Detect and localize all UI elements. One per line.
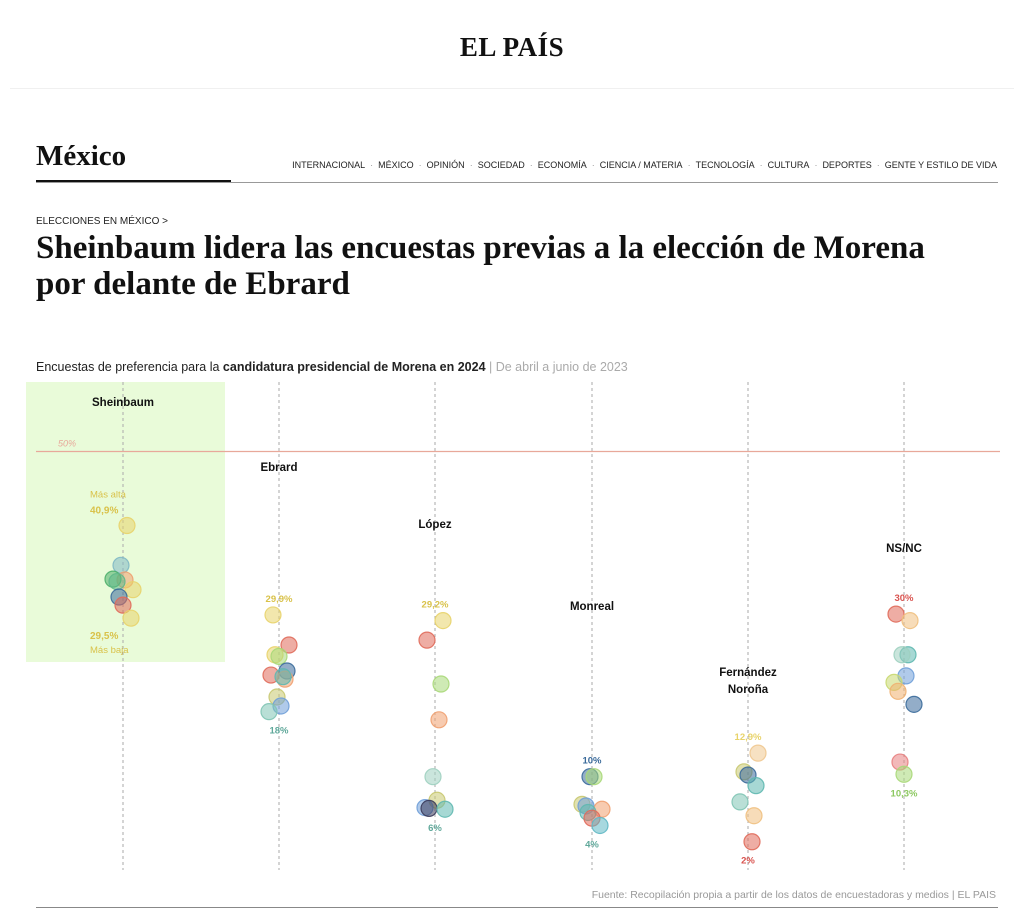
- poll-point: [585, 768, 603, 786]
- max-label: 30%: [894, 593, 914, 604]
- divider: [36, 182, 998, 183]
- poll-point: [114, 596, 132, 614]
- divider: [36, 907, 998, 908]
- section-underline: [36, 180, 231, 183]
- candidate-name: Ebrard: [260, 462, 297, 474]
- min-label: 2%: [741, 856, 755, 867]
- chart-title-prefix: Encuestas de preferencia para la: [36, 360, 223, 374]
- section-title[interactable]: México: [36, 140, 127, 172]
- poll-point: [901, 612, 919, 630]
- poll-point: [260, 703, 278, 721]
- poll-point: [274, 668, 292, 686]
- poll-chart: 50% Sheinbaum Más alta 40,9% 29,5% Más baja Eb…: [26, 382, 1000, 870]
- poll-point: [280, 636, 298, 654]
- nav-item[interactable]: MÉXICO: [378, 160, 414, 170]
- poll-point: [905, 695, 923, 713]
- nav-separator: ·: [591, 160, 595, 170]
- poll-point: [118, 516, 136, 535]
- nav-separator: ·: [469, 160, 473, 170]
- poll-point: [887, 605, 905, 623]
- max-label: 12,9%: [735, 732, 762, 743]
- poll-point: [747, 777, 765, 795]
- chart-title-bold: candidatura presidencial de Morena en 20…: [222, 360, 486, 374]
- nav-item[interactable]: CULTURA: [767, 160, 810, 170]
- min-label: 4%: [585, 839, 599, 850]
- candidate-name: NS/NC: [886, 543, 922, 555]
- poll-point: [108, 572, 126, 591]
- max-note: Más alta: [90, 489, 127, 500]
- poll-point: [743, 833, 761, 851]
- reference-label: 50%: [58, 439, 76, 449]
- divider: [10, 88, 1014, 89]
- candidate-name: López: [418, 519, 451, 531]
- poll-point: [749, 744, 767, 762]
- poll-point: [432, 675, 450, 693]
- nav-separator: ·: [370, 160, 374, 170]
- min-note: Más baja: [90, 645, 129, 656]
- nav-item[interactable]: SOCIEDAD: [477, 160, 525, 170]
- nav-item[interactable]: ECONOMÍA: [537, 160, 587, 170]
- max-label: 29,2%: [422, 600, 449, 611]
- poll-point: [434, 612, 452, 630]
- poll-point: [436, 800, 454, 818]
- nav-item[interactable]: INTERNACIONAL: [292, 160, 366, 170]
- el-pais-logo[interactable]: EL PAÍS: [459, 32, 565, 62]
- headline: Sheinbaum lidera las encuestas previas a…: [36, 230, 925, 302]
- poll-point: [745, 807, 763, 825]
- nav-separator: ·: [759, 160, 763, 170]
- poll-point: [893, 646, 911, 664]
- nav-separator: ·: [814, 160, 818, 170]
- nav-item[interactable]: OPINIÓN: [426, 160, 465, 170]
- candidate-name: Noroña: [728, 684, 769, 696]
- min-label: 29,5%: [90, 631, 118, 642]
- poll-point: [430, 711, 448, 729]
- poll-point: [122, 609, 140, 627]
- candidate-name: Sheinbaum: [92, 397, 154, 409]
- chart-date-range: | De abril a junio de 2023: [485, 360, 628, 374]
- poll-point: [731, 793, 749, 811]
- section-nav: INTERNACIONAL · MÉXICO · OPINIÓN · SOCIEDAD · EC…: [292, 160, 997, 170]
- max-label: 10%: [582, 756, 602, 767]
- chart-title: Encuestas de preferencia para la candida…: [36, 360, 628, 374]
- poll-point: [264, 606, 282, 624]
- nav-item[interactable]: GENTE Y ESTILO DE VIDA: [884, 160, 997, 170]
- max-label: 29,9%: [266, 594, 293, 605]
- min-label: 18%: [269, 726, 289, 737]
- source-note: Fuente: Recopilación propia a partir de …: [591, 889, 996, 901]
- nav-item[interactable]: CIENCIA / MATERIA: [599, 160, 683, 170]
- poll-point: [418, 631, 436, 649]
- min-label: 6%: [428, 823, 442, 834]
- poll-point: [420, 799, 438, 818]
- nav-separator: ·: [529, 160, 533, 170]
- max-label: 40,9%: [90, 505, 118, 516]
- poll-point: [591, 816, 609, 835]
- breadcrumb[interactable]: ELECCIONES EN MÉXICO >: [36, 216, 168, 227]
- min-label: 10,3%: [891, 788, 918, 799]
- nav-item[interactable]: TECNOLOGÍA: [695, 160, 755, 170]
- poll-point: [889, 682, 907, 700]
- nav-separator: ·: [418, 160, 422, 170]
- candidate-name: Fernández: [719, 667, 777, 679]
- poll-point: [270, 647, 288, 665]
- nav-separator: ·: [687, 160, 691, 170]
- poll-point: [895, 765, 913, 783]
- poll-point: [124, 581, 142, 599]
- poll-point: [424, 768, 442, 786]
- nav-separator: ·: [876, 160, 880, 170]
- candidate-name: Monreal: [570, 601, 614, 613]
- nav-item[interactable]: DEPORTES: [822, 160, 872, 170]
